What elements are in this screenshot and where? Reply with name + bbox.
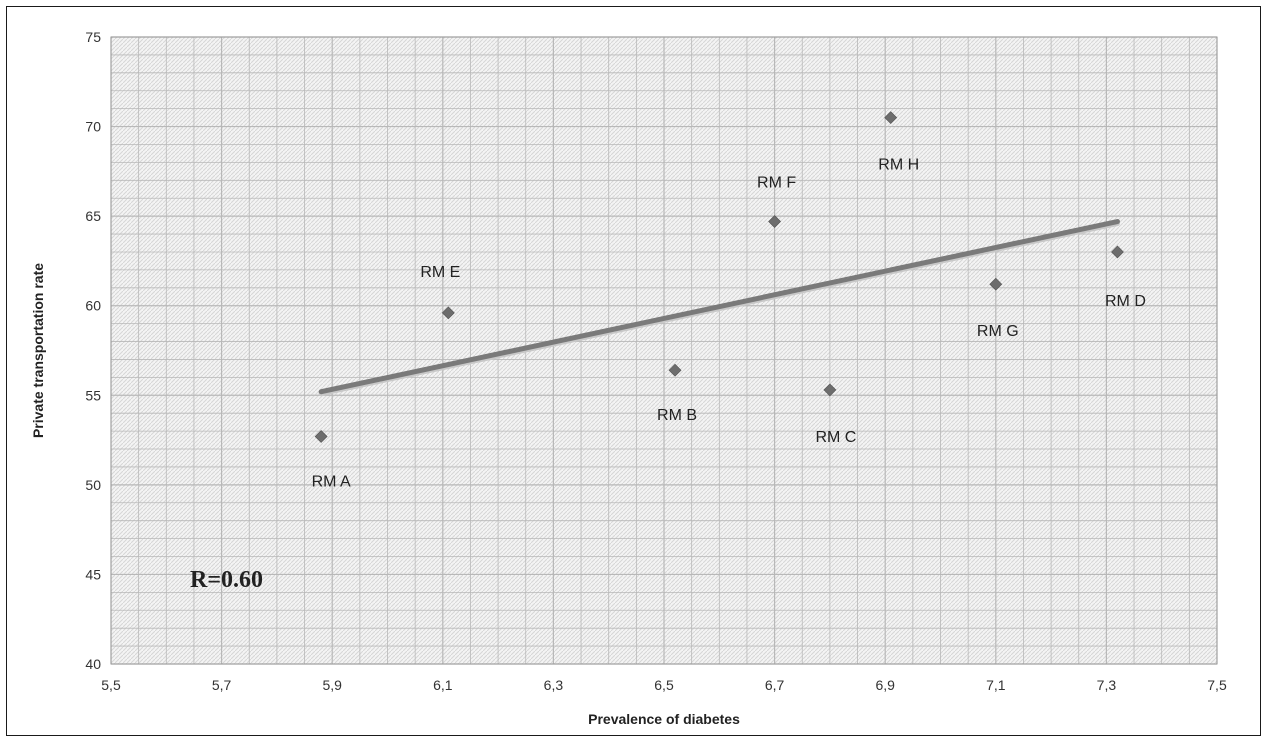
data-points [314, 111, 1124, 443]
y-tick-label: 70 [85, 119, 101, 135]
y-tick-label: 75 [85, 29, 101, 45]
point-label: RM D [1105, 293, 1146, 310]
scatter-chart: RM ARM ERM BRM FRM CRM HRM GRM D 5,5 5,7 5… [30, 29, 1227, 727]
point-label: RM H [878, 157, 919, 174]
point-label: RM G [977, 323, 1019, 340]
data-point [668, 363, 682, 377]
y-tick-label: 50 [85, 477, 101, 493]
point-label: RM B [657, 407, 697, 424]
plot-border [110, 36, 1218, 665]
y-axis-title: Private transportation rate [30, 263, 46, 438]
x-tick-label: 6,3 [544, 677, 564, 693]
x-tick-label: 6,9 [875, 677, 895, 693]
point-label: RM A [312, 473, 351, 490]
data-point [884, 111, 898, 125]
x-tick-label: 6,1 [433, 677, 453, 693]
x-tick-label: 5,7 [212, 677, 232, 693]
grid-lines [110, 36, 1218, 665]
x-tick-label: 7,1 [986, 677, 1006, 693]
chart-frame: RM A RM E RM B RM F RM C RM H RM G RM D 5,5 5,7 5… [6, 6, 1261, 736]
y-tick-label: 55 [85, 387, 101, 403]
x-tick-label: 7,5 [1207, 677, 1227, 693]
x-tick-label: 5,5 [101, 677, 121, 693]
correlation-annotation: R=0.60 [190, 567, 263, 593]
x-tick-label: 6,5 [654, 677, 674, 693]
x-axis-title: Prevalence of diabetes [588, 711, 740, 727]
trendline-group [318, 219, 1120, 397]
x-tick-label: 5,9 [322, 677, 342, 693]
point-labels: RM A RM E RM B RM F RM C RM H RM G RM D [312, 157, 1146, 491]
point-label: RM E [420, 264, 460, 281]
data-point [314, 430, 328, 443]
x-tick-label: 7,3 [1097, 677, 1117, 693]
point-label: RM F [757, 175, 796, 192]
y-tick-label: 60 [85, 298, 101, 314]
x-tick-label: 6,7 [765, 677, 785, 693]
y-tick-label: 40 [85, 656, 101, 672]
y-tick-labels: 40 45 50 55 60 65 70 75 [85, 29, 101, 672]
point-label: RM C [815, 429, 856, 446]
x-tick-labels: 5,5 5,7 5,9 6,1 6,3 6,5 6,7 6,9 7,1 7,3 7,5 [101, 677, 1227, 693]
y-tick-label: 65 [85, 208, 101, 224]
data-point [989, 277, 1003, 291]
data-point [441, 306, 455, 320]
trendline [318, 219, 1120, 395]
data-point [1111, 245, 1124, 259]
data-point [768, 215, 782, 228]
data-point [823, 383, 837, 397]
y-tick-label: 45 [85, 566, 101, 582]
